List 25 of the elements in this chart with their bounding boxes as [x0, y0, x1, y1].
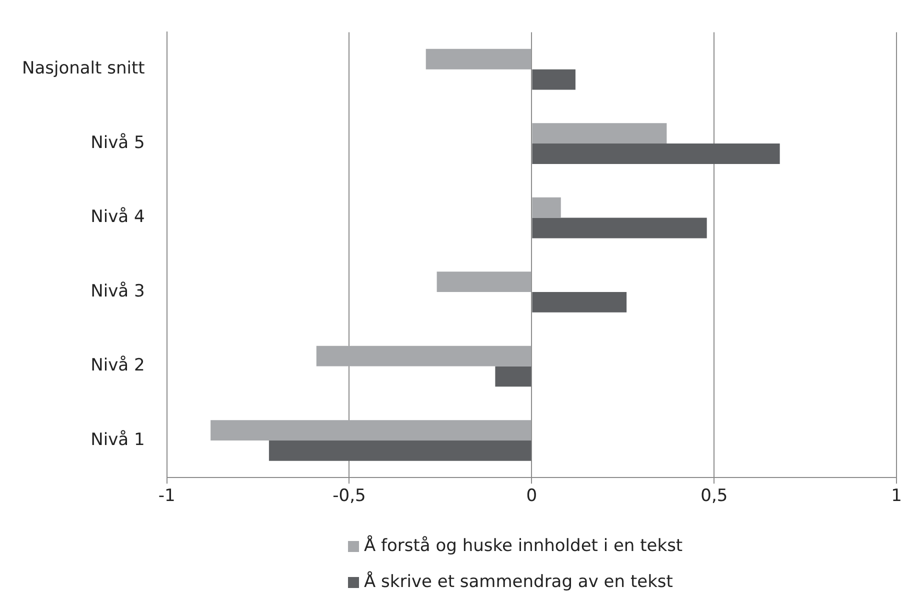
bar [532, 218, 707, 238]
x-tick-label: 0 [526, 486, 538, 506]
legend-label: Å forstå og huske innholdet i en tekst [364, 536, 683, 556]
bar [532, 144, 780, 164]
bar [210, 420, 532, 440]
y-tick-label: Nivå 3 [90, 281, 145, 302]
y-tick-label: Nivå 2 [90, 356, 145, 376]
x-tick-label: 1 [891, 486, 902, 506]
y-tick-label: Nasjonalt snitt [22, 58, 146, 79]
legend-label: Å skrive et sammendrag av en tekst [364, 572, 673, 592]
bar [532, 292, 627, 312]
y-tick-label: Nivå 1 [90, 430, 145, 450]
bar [495, 366, 532, 387]
x-tick-label: 0,5 [700, 486, 728, 506]
bar [532, 123, 667, 144]
x-tick-label: -0,5 [332, 486, 366, 506]
bar [316, 346, 532, 366]
bar [532, 197, 561, 218]
x-tick-label: -1 [158, 486, 176, 506]
bar [436, 272, 532, 292]
y-tick-label: Nivå 4 [90, 207, 145, 228]
y-tick-label: Nivå 5 [90, 132, 145, 153]
bar [268, 440, 532, 461]
bar [426, 48, 532, 70]
bar [532, 69, 576, 90]
